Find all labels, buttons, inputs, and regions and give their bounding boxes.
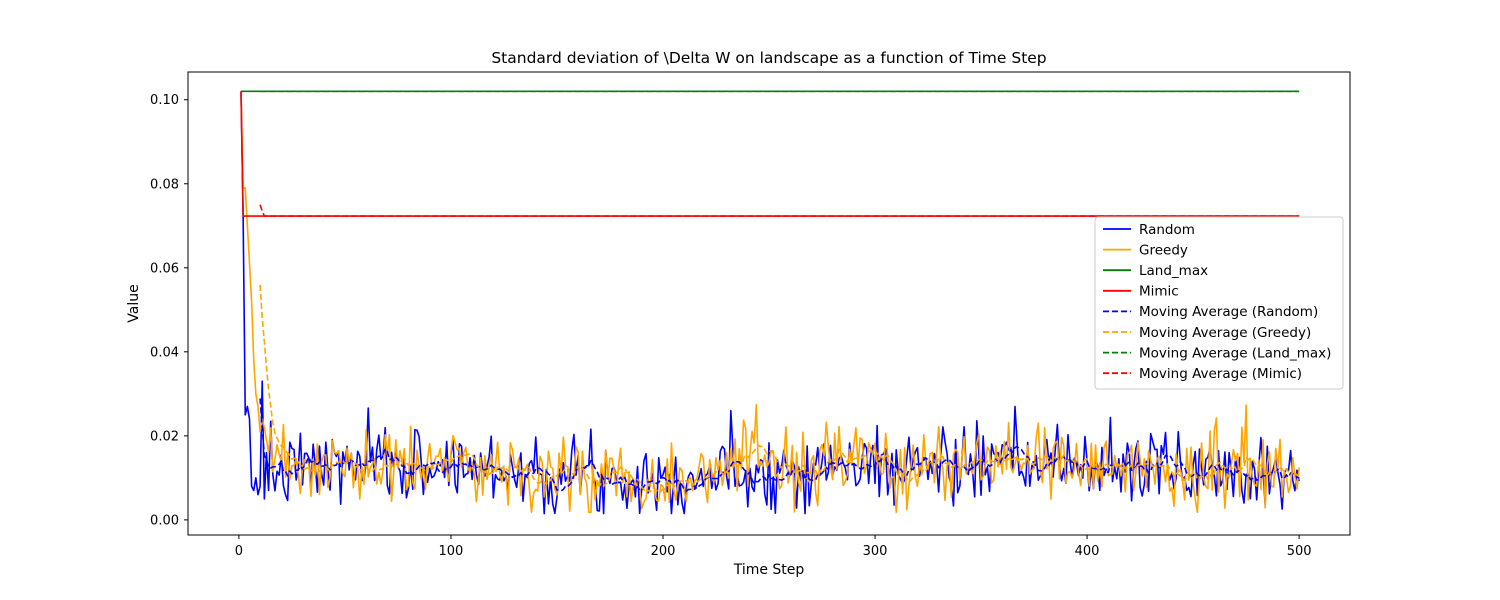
y-tick-label: 0.06 [150, 261, 179, 276]
series-line-greedy [240, 91, 1300, 514]
x-tick-label: 500 [1287, 544, 1312, 559]
legend-label: Greedy [1139, 242, 1188, 258]
y-tick-label: 0.04 [150, 345, 179, 360]
series-line-random [240, 91, 1300, 515]
y-tick-label: 0.10 [150, 93, 179, 108]
legend-label: Random [1139, 222, 1195, 238]
series-line-moving-average-random [259, 398, 1300, 492]
series-line-moving-average-mimic [259, 204, 1300, 217]
x-tick-label: 400 [1075, 544, 1100, 559]
y-axis-label: Value [126, 284, 142, 322]
legend-label: Moving Average (Mimic) [1139, 366, 1302, 382]
y-axis: 0.00 0.02 0.04 0.06 0.08 0.10 [150, 93, 188, 528]
x-tick-label: 0 [235, 544, 243, 559]
chart-title: Standard deviation of \Delta W on landsc… [491, 49, 1046, 67]
x-tick-label: 100 [439, 544, 464, 559]
x-axis-label: Time Step [733, 562, 805, 578]
x-tick-label: 200 [651, 544, 676, 559]
plot-frame [187, 71, 1351, 536]
series-line-moving-average-greedy [259, 284, 1300, 493]
x-axis: 0 100 200 300 400 500 [235, 535, 1312, 559]
y-tick-label: 0.02 [150, 429, 179, 444]
series-group [240, 90, 1300, 515]
legend-box [1094, 216, 1344, 390]
legend: Random Greedy Land_max Mimic Moving Average … [1094, 216, 1344, 390]
legend-label: Land_max [1139, 263, 1208, 279]
y-tick-label: 0.00 [150, 513, 179, 528]
legend-label: Moving Average (Random) [1139, 304, 1318, 320]
y-tick-label: 0.08 [150, 177, 179, 192]
x-tick-label: 300 [863, 544, 888, 559]
legend-label: Mimic [1139, 284, 1179, 300]
legend-label: Moving Average (Land_max) [1139, 345, 1331, 361]
legend-label: Moving Average (Greedy) [1139, 325, 1311, 341]
